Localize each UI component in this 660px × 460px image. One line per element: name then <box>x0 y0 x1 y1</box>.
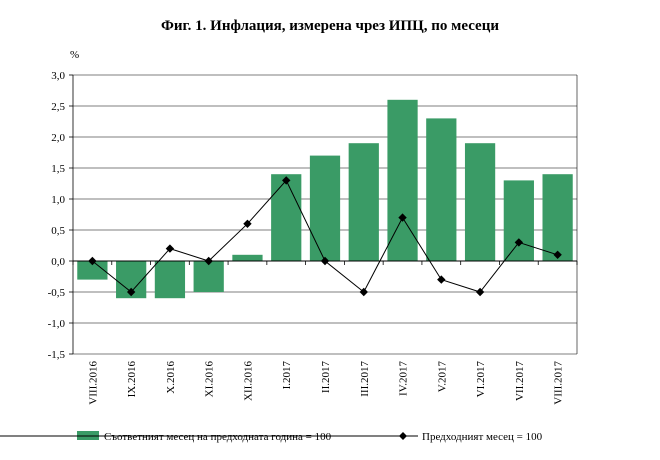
x-tick-label: II.2017 <box>320 361 332 394</box>
line-point <box>282 176 291 185</box>
line-point <box>320 256 330 266</box>
legend: Съответният месец на предходната година … <box>0 431 543 443</box>
x-tick-label: IX.2016 <box>126 361 138 398</box>
x-tick-label: III.2017 <box>359 361 371 397</box>
y-tick-label: 3,0 <box>51 70 65 82</box>
x-tick-label: VI.2017 <box>475 361 487 398</box>
bars-layer <box>77 99 573 299</box>
x-tick-labels: VIII.2016 IX.2016 X.2016 XI.2016 XII.2016 I.2… <box>87 361 564 405</box>
x-tick-label: X.2016 <box>165 361 177 394</box>
bar <box>193 261 224 292</box>
bar <box>348 143 379 261</box>
y-tick-label: 2,0 <box>51 132 65 144</box>
chart-title: Фиг. 1. Инфлация, измерена чрез ИПЦ, по … <box>161 18 499 34</box>
y-tick-labels: -1,5 -1,0 -0,5 0,0 0,5 1,0 1,5 2,0 2,5 3,0 <box>48 70 66 361</box>
legend-label-bars: Съответният месец на предходната година … <box>104 431 332 443</box>
line-point <box>437 275 446 284</box>
y-tick-label: 0,0 <box>51 256 65 268</box>
bar <box>426 118 457 262</box>
x-tick-label: VIII.2016 <box>87 361 99 405</box>
line-point <box>126 287 136 297</box>
x-tick-label: VII.2017 <box>514 361 526 402</box>
bar <box>77 261 108 280</box>
bar <box>387 99 418 261</box>
line-layer <box>88 176 562 297</box>
y-axis-unit-label: % <box>70 49 79 61</box>
y-tick-label: 0,5 <box>51 225 65 237</box>
line-point <box>204 256 213 266</box>
bar <box>309 155 341 261</box>
bar <box>542 174 573 261</box>
x-tick-label: V.2017 <box>436 361 448 393</box>
line-point <box>88 256 97 266</box>
x-tick-label: XII.2016 <box>242 361 254 402</box>
line-point <box>165 244 175 253</box>
y-tick-label: -1,0 <box>48 318 66 330</box>
line-point <box>553 250 562 259</box>
legend-swatch-marker <box>399 432 407 440</box>
line-point <box>514 238 524 247</box>
line-point <box>398 213 407 222</box>
x-tick-label: VIII.2017 <box>553 361 565 405</box>
legend-label-line: Предходният месец = 100 <box>422 431 543 443</box>
line-point <box>475 287 485 297</box>
x-tick-label: IV.2017 <box>398 361 410 396</box>
bar <box>271 174 302 261</box>
bar <box>232 254 263 261</box>
y-tick-label: 2,5 <box>51 101 65 113</box>
x-tick-label: XI.2016 <box>204 361 216 398</box>
y-tick-label: -0,5 <box>48 287 66 299</box>
y-tick-label: 1,5 <box>51 163 65 175</box>
bar <box>503 180 534 261</box>
bar <box>154 261 186 299</box>
line-point <box>359 287 368 297</box>
y-tick-label: -1,5 <box>48 349 66 361</box>
y-tick-label: 1,0 <box>51 194 65 206</box>
bar <box>464 143 496 261</box>
x-tick-label: I.2017 <box>281 361 293 390</box>
line-point <box>243 219 252 228</box>
